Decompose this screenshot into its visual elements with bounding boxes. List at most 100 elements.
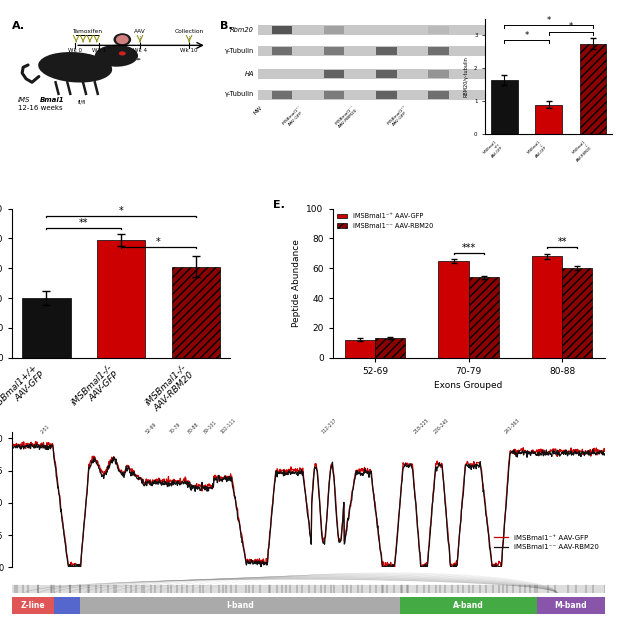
- Bar: [324, 47, 344, 55]
- iMSBmal1⁻⁺ AAV-GFP: [267, 527, 274, 534]
- Ellipse shape: [95, 45, 138, 66]
- iMSBmal1⁻⁻ AAV-RBM20: [333, 519, 341, 526]
- Text: 2-51: 2-51: [39, 424, 51, 435]
- Text: **: **: [557, 237, 567, 247]
- Ellipse shape: [136, 58, 141, 60]
- Text: 12-16 weeks: 12-16 weeks: [19, 105, 63, 111]
- Bar: [271, 26, 292, 34]
- Bar: [12, 585, 605, 594]
- Ellipse shape: [38, 52, 112, 83]
- Bar: [562, 268, 592, 357]
- iMSBmal1⁻⁻ AAV-RBM20: [88, 457, 96, 465]
- Bar: [324, 26, 344, 34]
- Bar: [345, 340, 375, 357]
- iMSBmal1⁻⁺ AAV-GFP: [32, 438, 39, 445]
- Text: Wk 10: Wk 10: [180, 48, 198, 53]
- Text: 52-69: 52-69: [145, 421, 158, 435]
- Text: fl/fl: fl/fl: [78, 99, 86, 104]
- iMSBmal1⁻⁻ AAV-RBM20: [601, 450, 608, 458]
- Text: Collection: Collection: [175, 29, 204, 34]
- Bar: [537, 597, 605, 614]
- iMSBmal1⁻⁻ AAV-RBM20: [267, 529, 274, 536]
- Text: 112-217: 112-217: [320, 417, 338, 435]
- Text: E.: E.: [273, 200, 285, 210]
- Bar: [258, 70, 485, 79]
- iMSBmal1⁻⁻ AAV-RBM20: [209, 480, 217, 487]
- Legend: iMSBmal1⁻⁺ AAV-GFP, iMSBmal1⁻⁻ AAV-RBM20: iMSBmal1⁻⁺ AAV-GFP, iMSBmal1⁻⁻ AAV-RBM20: [336, 212, 434, 230]
- Y-axis label: Peptide Abundance: Peptide Abundance: [292, 239, 301, 327]
- Bar: [428, 91, 449, 99]
- Bar: [324, 70, 344, 78]
- Text: 80-88: 80-88: [186, 421, 199, 435]
- Bar: [439, 261, 469, 357]
- Text: A.: A.: [12, 21, 25, 31]
- Bar: [428, 26, 449, 34]
- iMSBmal1⁻⁺ AAV-GFP: [321, 534, 328, 542]
- Text: M-band: M-band: [554, 601, 587, 609]
- Text: iMSBmal1⁺⁻
AAV-GFP: iMSBmal1⁺⁻ AAV-GFP: [282, 105, 307, 129]
- Text: I-band: I-band: [226, 601, 254, 609]
- iMSBmal1⁻⁺ AAV-GFP: [601, 448, 608, 455]
- Text: Z-line: Z-line: [21, 601, 46, 609]
- Bar: [324, 91, 344, 99]
- Text: iMSBmal1⁻⁻
AAV-RBM20: iMSBmal1⁻⁻ AAV-RBM20: [334, 105, 358, 129]
- Text: Wk 0: Wk 0: [68, 48, 82, 53]
- Bar: [532, 256, 562, 357]
- Bar: [12, 597, 54, 614]
- Text: HA: HA: [244, 71, 254, 76]
- Text: MW: MW: [252, 105, 263, 115]
- Text: 241-363: 241-363: [504, 418, 521, 435]
- Text: Wk 4: Wk 4: [133, 48, 147, 53]
- iMSBmal1⁻⁻ AAV-RBM20: [9, 445, 16, 452]
- Bar: [469, 277, 499, 357]
- Text: *: *: [118, 206, 123, 216]
- iMSBmal1⁻⁺ AAV-GFP: [209, 480, 217, 488]
- Text: γ-Tubulin: γ-Tubulin: [225, 92, 254, 97]
- Text: Bmal1: Bmal1: [40, 97, 64, 103]
- Bar: [22, 298, 71, 357]
- Text: 70-79: 70-79: [168, 421, 182, 435]
- Text: Rbm20: Rbm20: [230, 27, 254, 33]
- Text: B.: B.: [220, 21, 233, 31]
- Text: iMSBmal1⁺⁺
AAV-GFP: iMSBmal1⁺⁺ AAV-GFP: [386, 105, 411, 129]
- Bar: [97, 240, 146, 357]
- Bar: [258, 46, 485, 56]
- Ellipse shape: [114, 33, 131, 46]
- Bar: [375, 338, 405, 357]
- Line: iMSBmal1⁻⁺ AAV-GFP: iMSBmal1⁻⁺ AAV-GFP: [12, 441, 605, 567]
- Bar: [376, 70, 397, 78]
- Bar: [258, 26, 485, 35]
- Text: γ-Tubulin: γ-Tubulin: [225, 48, 254, 53]
- Bar: [271, 91, 292, 99]
- Bar: [376, 47, 397, 55]
- Bar: [400, 597, 537, 614]
- iMSBmal1⁻⁺ AAV-GFP: [333, 517, 341, 524]
- Bar: [54, 597, 80, 614]
- iMSBmal1⁻⁻ AAV-RBM20: [109, 458, 117, 465]
- iMSBmal1⁻⁺ AAV-GFP: [88, 456, 96, 463]
- Text: *: *: [156, 237, 161, 247]
- Text: 89-101: 89-101: [203, 419, 218, 435]
- iMSBmal1⁻⁻ AAV-RBM20: [66, 564, 73, 571]
- Text: ***: ***: [462, 243, 476, 253]
- iMSBmal1⁻⁺ AAV-GFP: [109, 455, 117, 462]
- Text: iMS: iMS: [19, 97, 31, 103]
- Bar: [172, 266, 220, 357]
- X-axis label: Exons Grouped: Exons Grouped: [434, 381, 503, 390]
- Bar: [428, 70, 449, 78]
- Circle shape: [119, 51, 126, 56]
- Text: A-band: A-band: [453, 601, 484, 609]
- iMSBmal1⁻⁺ AAV-GFP: [75, 564, 83, 571]
- Line: iMSBmal1⁻⁻ AAV-RBM20: iMSBmal1⁻⁻ AAV-RBM20: [12, 444, 605, 567]
- Text: **: **: [79, 218, 89, 228]
- Bar: [258, 90, 485, 100]
- iMSBmal1⁻⁻ AAV-RBM20: [321, 540, 328, 548]
- Text: AAV: AAV: [134, 29, 146, 34]
- iMSBmal1⁻⁺ AAV-GFP: [9, 438, 16, 446]
- Ellipse shape: [116, 35, 129, 44]
- Text: 102-111: 102-111: [220, 418, 237, 435]
- Bar: [271, 47, 292, 55]
- Text: 226-240: 226-240: [433, 418, 450, 435]
- Bar: [80, 597, 400, 614]
- Text: Tamoxifen: Tamoxifen: [72, 29, 102, 34]
